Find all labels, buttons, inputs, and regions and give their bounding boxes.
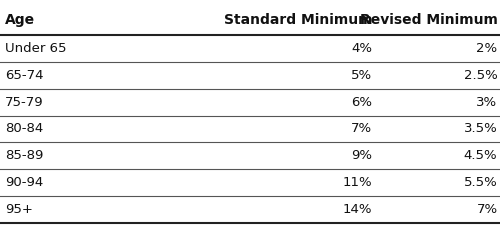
Text: 4.5%: 4.5% [464, 149, 498, 162]
Text: 2%: 2% [476, 42, 498, 55]
Text: 14%: 14% [343, 203, 372, 216]
Text: 9%: 9% [352, 149, 372, 162]
Text: 11%: 11% [343, 176, 372, 189]
Text: 5.5%: 5.5% [464, 176, 498, 189]
Text: Revised Minimum: Revised Minimum [360, 13, 498, 27]
Text: 3.5%: 3.5% [464, 122, 498, 136]
Text: 2.5%: 2.5% [464, 69, 498, 82]
Text: 65-74: 65-74 [5, 69, 44, 82]
Text: 6%: 6% [352, 96, 372, 109]
Text: 7%: 7% [476, 203, 498, 216]
Text: Under 65: Under 65 [5, 42, 66, 55]
Text: 90-94: 90-94 [5, 176, 44, 189]
Text: 5%: 5% [352, 69, 372, 82]
Text: 85-89: 85-89 [5, 149, 44, 162]
Text: Standard Minimum: Standard Minimum [224, 13, 372, 27]
Text: 80-84: 80-84 [5, 122, 44, 136]
Text: 95+: 95+ [5, 203, 33, 216]
Text: 4%: 4% [352, 42, 372, 55]
Text: Age: Age [5, 13, 35, 27]
Text: 75-79: 75-79 [5, 96, 44, 109]
Text: 3%: 3% [476, 96, 498, 109]
Text: 7%: 7% [352, 122, 372, 136]
